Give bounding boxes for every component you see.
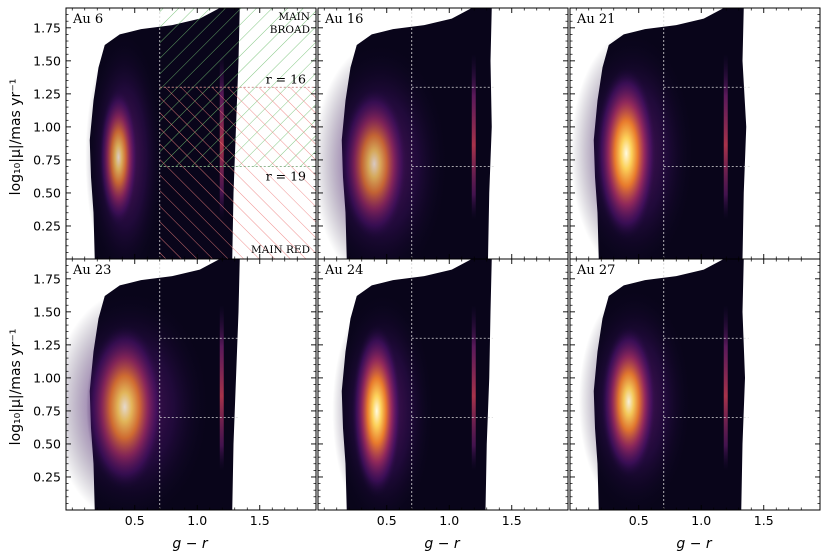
panel-title: Au 23 [72, 263, 111, 278]
density-body [66, 259, 240, 510]
x-tick-label: 0.5 [125, 513, 145, 528]
y-tick-label: 1.25 [33, 337, 61, 352]
density-body [570, 8, 750, 259]
label-main-red: MAIN RED [251, 244, 310, 256]
panel-title: Au 6 [72, 12, 103, 27]
x-axis-label-1: g − r [172, 536, 209, 552]
y-tick-label: 1.75 [33, 271, 61, 286]
x-tick-label: 0.5 [377, 513, 397, 528]
red-streak [219, 305, 224, 471]
density-body [332, 259, 493, 510]
x-tick-label: 1.0 [439, 513, 459, 528]
panel-6: Au 27 0.5 1.0 1.5 [569, 258, 821, 528]
y-tick-label: 0.25 [33, 469, 61, 484]
y-tick-label: 1.00 [33, 119, 61, 134]
label-r16: r = 16 [266, 71, 306, 86]
red-streak [471, 305, 476, 471]
y-tick-label: 1.50 [33, 304, 61, 319]
density-core [341, 88, 408, 240]
red-streak [723, 305, 728, 471]
x-tick-label: 1.0 [691, 513, 711, 528]
density-body [85, 8, 316, 259]
density-core [352, 325, 402, 497]
x-tick-label: 1.5 [754, 513, 774, 528]
density-body [578, 259, 749, 510]
panel-title: Au 27 [576, 263, 615, 278]
panel-title: Au 21 [576, 12, 615, 27]
region-main-red [159, 87, 316, 259]
density-body [318, 8, 496, 259]
y-tick-label: 1.50 [33, 53, 61, 68]
panel-4: Au 23 0.25 0.50 0.75 1.00 1.25 1.50 1.75 0.5 1.0 1… [33, 258, 317, 528]
y-axis-label-bottom: log₁₀|μ|/mas yr⁻¹ [8, 329, 24, 446]
labels-layer: log₁₀|μ|/mas yr⁻¹ log₁₀|μ|/mas yr⁻¹ g − … [8, 79, 713, 552]
density-core [99, 88, 138, 226]
y-tick-label: 1.00 [33, 370, 61, 385]
panel-5: Au 24 0.5 1.0 1.5 [317, 258, 569, 528]
y-tick-label: 0.50 [33, 185, 61, 200]
red-streak [471, 54, 476, 220]
panel-3: Au 21 [569, 7, 821, 260]
y-tick-label: 0.75 [33, 152, 61, 167]
density-core [601, 326, 657, 478]
y-tick-label: 0.50 [33, 436, 61, 451]
x-axis-label-3: g − r [676, 536, 713, 552]
y-tick-label: 0.75 [33, 403, 61, 418]
y-tick-label: 1.25 [33, 86, 61, 101]
label-r19: r = 19 [266, 169, 306, 184]
panel-2: Au 16 [317, 7, 569, 260]
label-main-broad-1: MAIN [278, 11, 310, 23]
x-tick-label: 1.5 [250, 513, 270, 528]
y-tick-label: 1.75 [33, 20, 61, 35]
panel-title: Au 16 [324, 12, 363, 27]
label-main-broad-2: BROAD [270, 24, 310, 36]
panel-title: Au 24 [324, 263, 363, 278]
y-axis-label-top: log₁₀|μ|/mas yr⁻¹ [8, 79, 24, 196]
x-tick-label: 1.5 [502, 513, 522, 528]
y-tick-label: 0.25 [33, 218, 61, 233]
density-core [86, 324, 164, 490]
red-streak [723, 54, 728, 220]
x-tick-label: 0.5 [629, 513, 649, 528]
x-axis-label-2: g − r [424, 536, 461, 552]
x-tick-label: 1.0 [187, 513, 207, 528]
density-core [596, 67, 657, 240]
